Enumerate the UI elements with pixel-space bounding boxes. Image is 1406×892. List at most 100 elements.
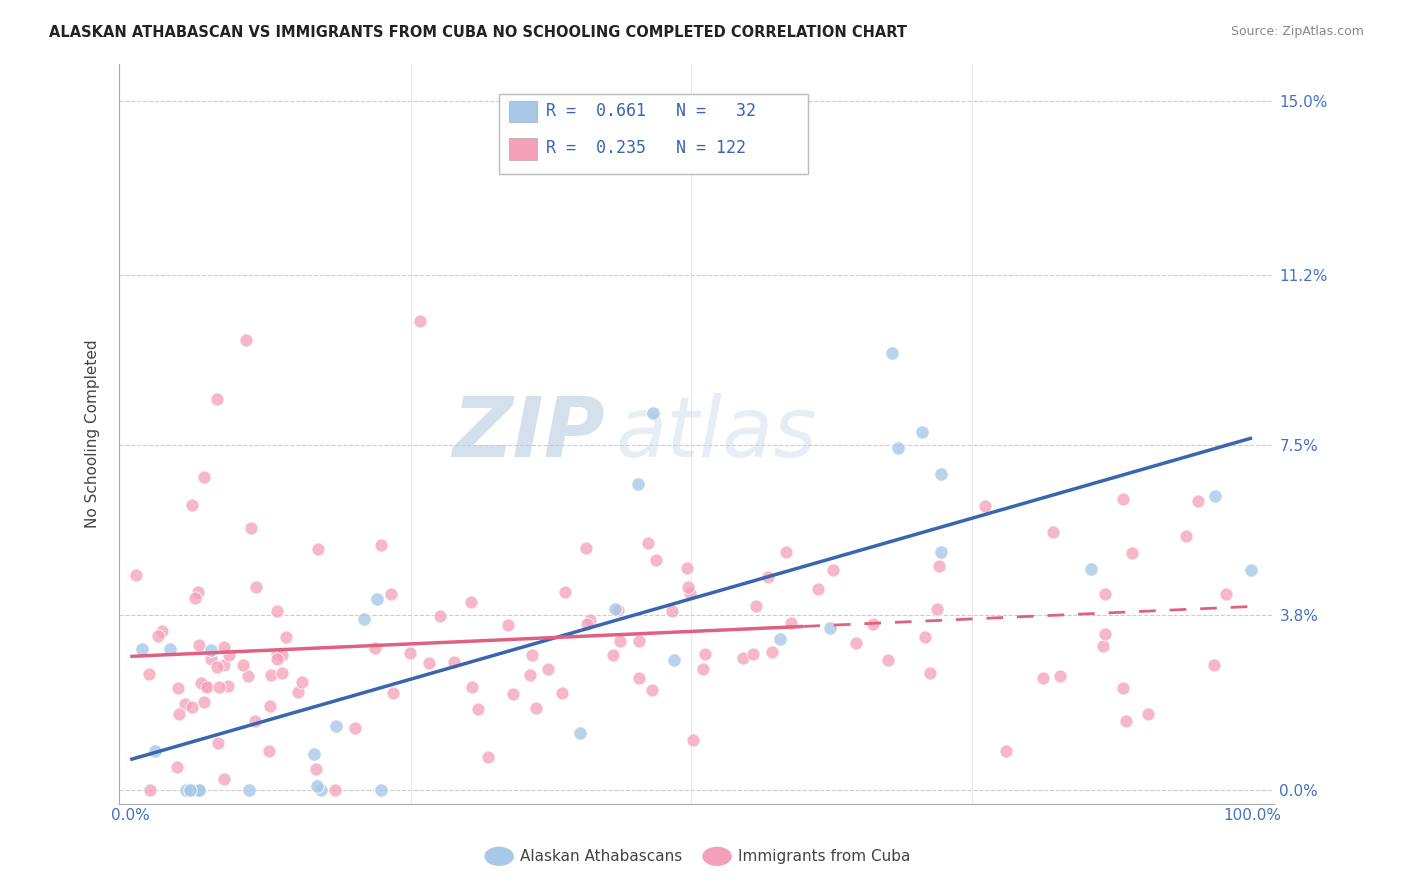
- Point: [536, 662, 558, 676]
- Point: [208, 680, 231, 694]
- Point: [769, 632, 792, 647]
- Point: [496, 618, 519, 632]
- Point: [914, 630, 936, 644]
- Point: [188, 638, 211, 652]
- Point: [146, 629, 169, 643]
- Point: [676, 560, 699, 574]
- Point: [520, 648, 543, 663]
- Point: [526, 701, 548, 715]
- Point: [266, 647, 288, 661]
- Text: Source: ZipAtlas.com: Source: ZipAtlas.com: [1230, 25, 1364, 38]
- Point: [150, 624, 173, 638]
- Point: [821, 563, 844, 577]
- Point: [554, 584, 576, 599]
- Point: [1080, 562, 1102, 576]
- Point: [886, 441, 908, 455]
- Point: [876, 653, 898, 667]
- Point: [682, 733, 704, 747]
- Point: [370, 782, 392, 797]
- Point: [609, 634, 631, 648]
- Point: [741, 647, 763, 661]
- Text: ZIP: ZIP: [451, 393, 605, 475]
- Point: [443, 655, 465, 669]
- Point: [644, 553, 666, 567]
- Point: [880, 346, 903, 360]
- Point: [287, 685, 309, 699]
- Text: ALASKAN ATHABASCAN VS IMMIGRANTS FROM CUBA NO SCHOOLING COMPLETED CORRELATION CH: ALASKAN ATHABASCAN VS IMMIGRANTS FROM CU…: [49, 25, 907, 40]
- Point: [519, 668, 541, 682]
- Point: [920, 665, 942, 680]
- Point: [166, 681, 188, 695]
- Text: R =  0.661   N =   32: R = 0.661 N = 32: [546, 102, 755, 120]
- Point: [818, 621, 841, 635]
- Point: [200, 642, 222, 657]
- Point: [692, 662, 714, 676]
- Point: [1136, 706, 1159, 721]
- Point: [911, 425, 934, 439]
- Point: [928, 558, 950, 573]
- Point: [693, 648, 716, 662]
- Point: [1204, 489, 1226, 503]
- Point: [1215, 587, 1237, 601]
- Point: [1240, 563, 1263, 577]
- Point: [477, 750, 499, 764]
- Point: [205, 660, 228, 674]
- Text: Alaskan Athabascans: Alaskan Athabascans: [520, 849, 682, 863]
- Point: [193, 695, 215, 709]
- Point: [627, 476, 650, 491]
- Point: [276, 630, 298, 644]
- Point: [245, 581, 267, 595]
- Point: [756, 570, 779, 584]
- Point: [305, 779, 328, 793]
- Point: [305, 762, 328, 776]
- Point: [461, 680, 484, 694]
- Point: [183, 591, 205, 606]
- Point: [131, 642, 153, 657]
- Point: [467, 702, 489, 716]
- Point: [271, 666, 294, 681]
- Point: [325, 719, 347, 733]
- Point: [731, 650, 754, 665]
- Point: [845, 636, 868, 650]
- Point: [381, 685, 404, 699]
- Point: [307, 541, 329, 556]
- Text: R =  0.235   N = 122: R = 0.235 N = 122: [546, 139, 745, 157]
- Point: [602, 648, 624, 663]
- Point: [1094, 627, 1116, 641]
- Point: [409, 314, 432, 328]
- Point: [399, 646, 422, 660]
- Point: [761, 645, 783, 659]
- Text: atlas: atlas: [616, 393, 817, 475]
- Point: [605, 602, 627, 616]
- Point: [181, 782, 204, 797]
- Point: [200, 652, 222, 666]
- Point: [143, 744, 166, 758]
- Point: [174, 697, 197, 711]
- Point: [266, 604, 288, 618]
- Point: [205, 392, 228, 407]
- Point: [1094, 586, 1116, 600]
- Point: [260, 668, 283, 682]
- Point: [575, 541, 598, 556]
- Point: [181, 699, 204, 714]
- Point: [661, 604, 683, 618]
- Point: [217, 679, 239, 693]
- Point: [973, 499, 995, 513]
- Point: [232, 658, 254, 673]
- Point: [366, 592, 388, 607]
- Point: [628, 634, 651, 648]
- Point: [679, 586, 702, 600]
- Point: [995, 744, 1018, 758]
- Point: [176, 782, 198, 797]
- Point: [1115, 714, 1137, 728]
- Point: [460, 595, 482, 609]
- Point: [139, 782, 162, 797]
- Point: [194, 679, 217, 693]
- Y-axis label: No Schooling Completed: No Schooling Completed: [86, 340, 100, 528]
- Point: [238, 782, 260, 797]
- Point: [259, 698, 281, 713]
- Point: [214, 772, 236, 787]
- Point: [1042, 524, 1064, 539]
- Point: [257, 744, 280, 758]
- Point: [125, 568, 148, 582]
